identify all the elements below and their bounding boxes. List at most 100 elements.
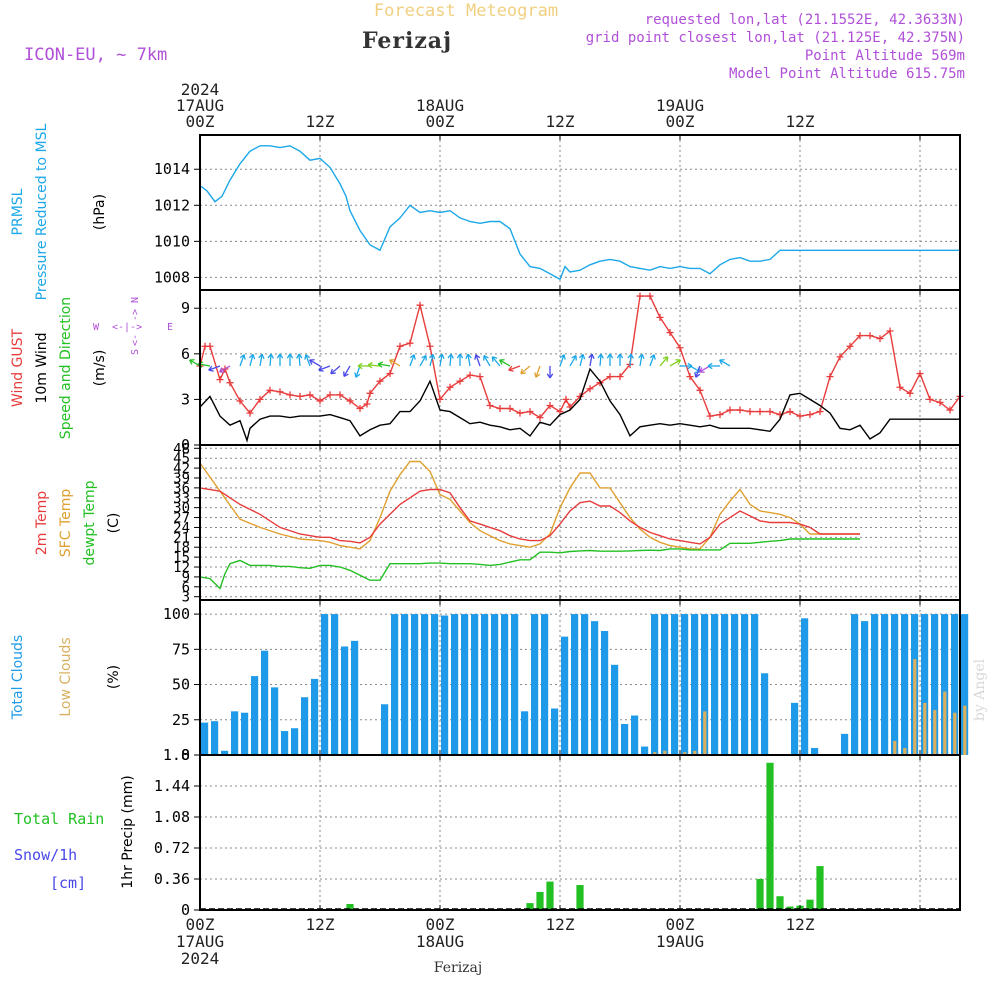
precip-bar (546, 881, 554, 910)
wind-arrow (520, 365, 531, 375)
compass-rose: N -> <- S W <-|-> E (93, 297, 173, 355)
panel-frames (199, 134, 961, 911)
wind-arrow (649, 354, 656, 367)
wind-arrow-shaft (419, 355, 427, 367)
wind-arrow-head (559, 354, 566, 360)
gust-point (216, 376, 224, 384)
y-tick-label: 30 (173, 501, 190, 517)
grid-point-coords: grid point closest lon,lat (21.125E, 42.… (586, 30, 965, 46)
wind-arrow-head (367, 362, 373, 369)
gust-point (866, 332, 874, 340)
y-tick-label: 100 (163, 605, 190, 623)
wind-arrow (286, 353, 294, 366)
total-cloud-bar (531, 614, 539, 755)
wind-arrow-head (474, 354, 481, 360)
total-cloud-bar (421, 614, 429, 755)
gust-point (786, 408, 794, 416)
wind-arrow-head (421, 355, 427, 361)
gust-point (256, 395, 264, 403)
total-cloud-bar (391, 614, 399, 755)
wind-arrow (428, 353, 436, 367)
grid-lines (199, 135, 960, 911)
gust-point (526, 408, 534, 416)
wind-arrow (606, 353, 614, 366)
wind-arrow (456, 353, 464, 366)
time-label-top: 19AUG (656, 96, 704, 115)
wind-arrow (559, 354, 566, 367)
wind-arrow-shaft (343, 365, 351, 377)
y-tick-label: 0.72 (154, 839, 190, 857)
gust-point (276, 388, 284, 396)
gust-point (666, 329, 674, 337)
time-label-top: 00Z (426, 112, 455, 131)
gust-point (406, 339, 414, 347)
wind-arrow (569, 355, 577, 367)
total-cloud-bar (651, 614, 659, 755)
y-tick-label: 1.44 (154, 777, 190, 795)
gust-point (586, 385, 594, 393)
wind-arrow (659, 356, 669, 367)
total-cloud-bar (351, 640, 359, 755)
precip-bar (776, 896, 784, 910)
gust-point (236, 397, 244, 405)
precip-label-rain: Total Rain (14, 810, 104, 828)
time-label-top: 17AUG (176, 96, 224, 115)
compass-n: N (130, 297, 141, 303)
low-cloud-bar (933, 709, 937, 755)
dewpt-line (200, 538, 860, 590)
wind-arrow-head (447, 353, 454, 359)
total-cloud-bar (521, 711, 529, 755)
precip-bar (346, 903, 354, 910)
total-cloud-bar (471, 614, 479, 755)
gust-point (876, 335, 884, 343)
wind-arrow-shaft (305, 354, 311, 367)
wind-arrow-shaft (639, 354, 643, 367)
wind-arrow-head (276, 353, 284, 359)
total-cloud-bar (541, 614, 549, 755)
precip-unit: 1hr Precip (mm) (120, 775, 136, 888)
axis-labels: 1008101010121014036936912151821242730333… (154, 80, 921, 968)
total-cloud-bar (381, 704, 389, 755)
wind-arrow-head (606, 353, 614, 359)
y-tick-label: 3 (182, 590, 190, 606)
wind-arrow-shaft (208, 365, 221, 371)
y-tick-label: 0 (181, 746, 190, 764)
gust-point (426, 342, 434, 350)
wind-arrow (627, 353, 634, 367)
wind-arrow-head (578, 353, 586, 360)
wind-arrow (267, 353, 274, 367)
wind-arrow-head (208, 365, 214, 372)
gust-point (416, 301, 424, 309)
gust-point (886, 327, 894, 335)
time-label-top: 18AUG (416, 96, 464, 115)
wind-arrow-shaft (367, 364, 381, 367)
temp-label-2m: 2m Temp (34, 491, 50, 555)
compass-s: S (130, 349, 141, 355)
gust-point (446, 383, 454, 391)
gust-point (836, 353, 844, 361)
total-cloud-bar (241, 712, 249, 755)
wind-arrow-shaft (520, 365, 531, 375)
y-tick-label: 33 (173, 491, 190, 507)
total-cloud-bar (961, 614, 969, 755)
gust-point (496, 405, 504, 413)
wind-arrow (694, 365, 701, 378)
total-cloud-bar (261, 650, 269, 755)
wind-arrow-head (508, 365, 514, 372)
wind-arrow (304, 354, 311, 367)
wind-arrow (597, 353, 604, 367)
gust-point (716, 411, 724, 419)
gust-point (896, 383, 904, 391)
gust-point (363, 400, 371, 408)
gust-point (676, 344, 684, 352)
wind-arrow (309, 359, 321, 367)
wind-label-speed: Speed and Direction (58, 297, 74, 439)
gust-point (206, 342, 214, 350)
y-tick-label: 39 (173, 471, 190, 487)
gust-point (656, 313, 664, 321)
precip-bar (766, 762, 774, 910)
y-tick-label: 1012 (154, 196, 190, 214)
total-cloud-bar (921, 614, 929, 755)
temp-label-dewpt: dewpt Temp (82, 480, 98, 565)
